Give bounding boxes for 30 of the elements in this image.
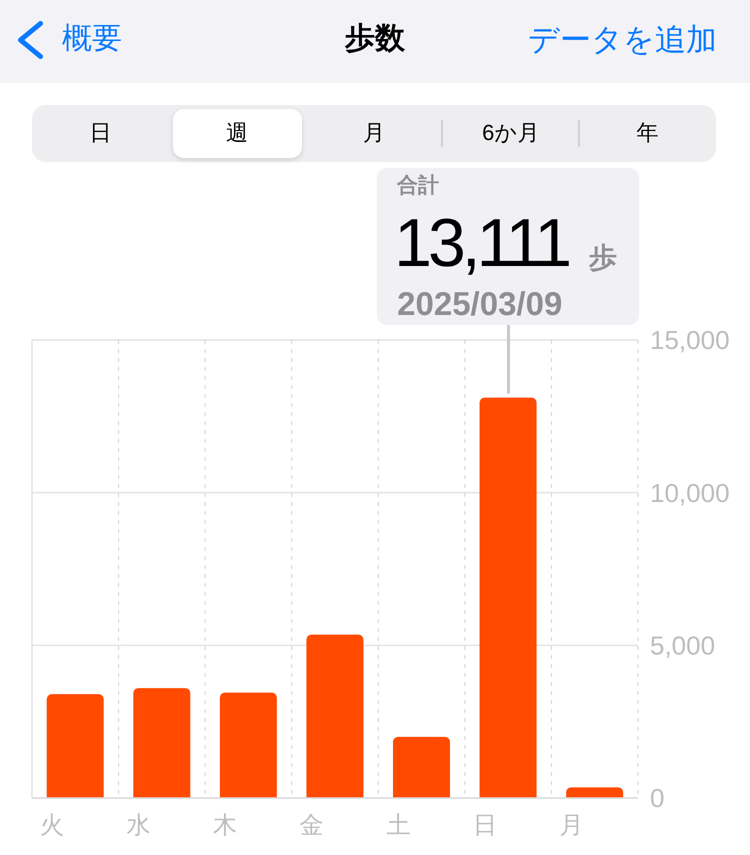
annotation: 13,111 [394, 204, 568, 282]
bar [566, 787, 624, 798]
x-tick-label: 金 [300, 812, 324, 839]
x-tick-label: 日 [472, 812, 497, 839]
bar [480, 398, 537, 798]
chart-title: 歩数 [345, 22, 405, 56]
x-tick-label: 木 [213, 812, 238, 839]
x-tick-label: 月 [559, 812, 584, 839]
y-tick-label: 15,000 [650, 325, 730, 356]
text: 合計 [397, 174, 440, 198]
x-tick-label: 土 [386, 812, 410, 839]
text: データを追加 [528, 22, 717, 58]
text: 概要 [62, 22, 122, 56]
text: 年 [636, 120, 659, 146]
y-tick-label: 0 [650, 783, 664, 814]
x-tick-label: 水 [126, 812, 151, 839]
y-tick-label: 5,000 [650, 630, 716, 661]
text: 日 [89, 120, 112, 146]
text: 月 [363, 120, 385, 146]
bar [393, 736, 450, 798]
bar [46, 694, 104, 798]
y-tick-label: 10,000 [650, 478, 730, 508]
bar [133, 688, 190, 798]
bar [306, 634, 364, 798]
text: 歩 [589, 242, 618, 274]
x-tick-label: 火 [40, 812, 64, 839]
bar [220, 692, 277, 798]
text: 週 [226, 120, 248, 146]
text: 6か月 [482, 120, 540, 146]
text: 2025/03/09 [397, 285, 562, 323]
